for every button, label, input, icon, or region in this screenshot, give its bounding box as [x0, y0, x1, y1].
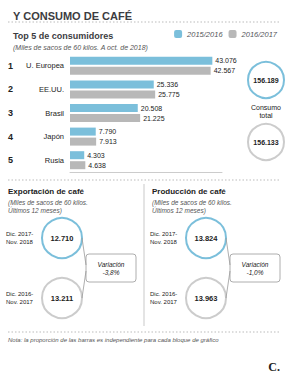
svg-text:Producción de café: Producción de café: [152, 187, 226, 196]
svg-text:Dic. 2017-: Dic. 2017-: [6, 231, 33, 237]
svg-text:Brasil: Brasil: [45, 109, 64, 118]
svg-text:(Miles de sacos de 60 kilos.: (Miles de sacos de 60 kilos.: [8, 199, 88, 207]
svg-text:13.963: 13.963: [195, 294, 218, 303]
svg-text:4: 4: [8, 132, 13, 142]
svg-text:Dic. 2017-: Dic. 2017-: [150, 231, 177, 237]
svg-text:1: 1: [8, 61, 13, 71]
svg-text:25.336: 25.336: [157, 81, 179, 88]
svg-text:Últimos 12 meses): Últimos 12 meses): [152, 206, 206, 215]
svg-text:Japón: Japón: [44, 132, 64, 141]
svg-text:5: 5: [8, 155, 13, 165]
svg-text:Nov. 2017: Nov. 2017: [150, 299, 178, 305]
svg-text:4.303: 4.303: [87, 152, 105, 159]
svg-text:Nov. 2018: Nov. 2018: [6, 239, 34, 245]
svg-text:C.: C.: [268, 360, 280, 374]
svg-text:Dic. 2016-: Dic. 2016-: [150, 291, 177, 297]
svg-text:(Miles de sacos de 60 kilos. A: (Miles de sacos de 60 kilos. A oct. de 2…: [13, 44, 148, 52]
svg-text:-3,8%: -3,8%: [103, 269, 120, 276]
svg-text:Top 5 de consumidores: Top 5 de consumidores: [13, 31, 113, 41]
svg-text:U. Europea: U. Europea: [26, 61, 65, 70]
svg-text:Y CONSUMO DE CAFÉ: Y CONSUMO DE CAFÉ: [13, 10, 132, 22]
svg-text:13.211: 13.211: [51, 294, 74, 303]
svg-text:7.790: 7.790: [99, 128, 117, 135]
svg-text:Exportación de café: Exportación de café: [8, 187, 85, 196]
svg-text:25.775: 25.775: [158, 91, 180, 98]
svg-text:Nota: la proporción de las bar: Nota: la proporción de las barras es ind…: [8, 337, 219, 343]
svg-text:42.567: 42.567: [214, 67, 236, 74]
svg-text:2: 2: [8, 84, 13, 94]
svg-text:3: 3: [8, 108, 13, 118]
svg-text:7.913: 7.913: [99, 138, 117, 145]
svg-text:Últimos 12 meses): Últimos 12 meses): [8, 206, 62, 215]
svg-text:-1,0%: -1,0%: [247, 269, 264, 276]
svg-text:4.638: 4.638: [88, 162, 106, 169]
svg-text:Consumo: Consumo: [251, 104, 281, 111]
svg-text:2015/2016: 2015/2016: [186, 30, 223, 39]
svg-text:13.824: 13.824: [195, 234, 219, 243]
svg-text:156.133: 156.133: [253, 139, 278, 146]
svg-text:Dic. 2016-: Dic. 2016-: [6, 291, 33, 297]
svg-text:(Miles de sacos de 60 kilos.: (Miles de sacos de 60 kilos.: [152, 199, 232, 207]
svg-text:Nov. 2018: Nov. 2018: [150, 239, 178, 245]
svg-text:Variación: Variación: [98, 261, 125, 268]
svg-text:20.508: 20.508: [141, 105, 163, 112]
svg-text:21.225: 21.225: [143, 115, 165, 122]
svg-text:Variación: Variación: [242, 261, 269, 268]
svg-text:EE.UU.: EE.UU.: [39, 85, 64, 94]
svg-text:43.076: 43.076: [215, 57, 237, 64]
svg-text:Nov. 2017: Nov. 2017: [6, 299, 34, 305]
svg-text:156.189: 156.189: [253, 77, 278, 84]
svg-text:12.710: 12.710: [51, 234, 74, 243]
svg-text:2016/2017: 2016/2017: [241, 30, 278, 39]
svg-text:Rusia: Rusia: [45, 156, 65, 165]
svg-text:total: total: [259, 112, 273, 119]
